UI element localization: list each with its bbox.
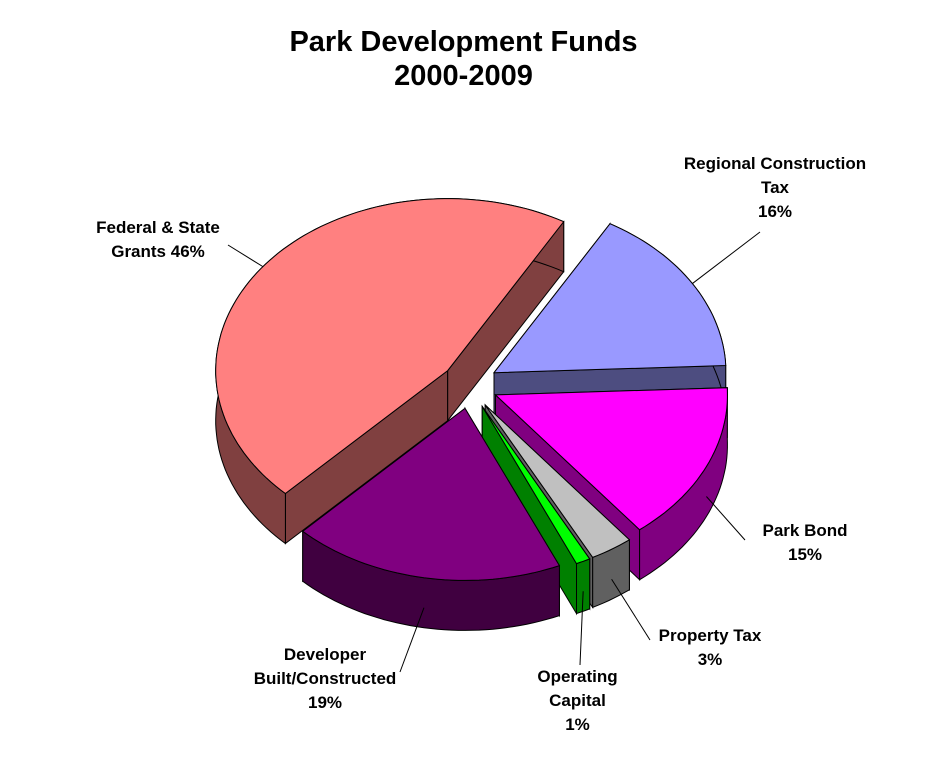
value-label: 1%: [565, 715, 590, 734]
category-label: Federal & State Grants: [96, 218, 220, 261]
category-label: Regional Construction Tax: [683, 154, 867, 197]
chart-title: Park Development Funds: [289, 26, 638, 58]
category-label: Developer Built/Constructed: [253, 645, 397, 688]
slice-top: [481, 406, 591, 565]
slice-label: Park Bond 15%: [735, 519, 875, 567]
slice: [301, 406, 561, 631]
chart-subtitle: 2000-2009: [394, 60, 533, 92]
slice-label: Developer Built/Constructed 19%: [240, 643, 410, 715]
value-label: 46%: [170, 242, 205, 261]
leader-line: [399, 607, 425, 673]
slice-label: Operating Capital 1%: [530, 665, 625, 737]
slice-top: [494, 387, 728, 531]
slice-top: [301, 407, 561, 581]
value-label: 16%: [757, 202, 793, 221]
slice-label: Property Tax 3%: [640, 624, 780, 672]
leader-line: [579, 591, 584, 666]
slice-top: [492, 223, 727, 374]
slice-top: [215, 198, 565, 495]
leader-line: [227, 244, 264, 268]
leader-line: [692, 231, 761, 284]
value-label: 3%: [697, 650, 723, 669]
category-label: Operating Capital: [537, 667, 618, 710]
slice: [492, 222, 727, 425]
slice-top: [484, 404, 631, 559]
category-label: Park Bond: [762, 521, 848, 540]
slice-wall: [576, 558, 591, 615]
category-label: Property Tax: [658, 626, 762, 645]
leader-line: [611, 578, 651, 641]
slice-label: Federal & State Grants 46%: [88, 216, 228, 264]
slice-label: Regional Construction Tax 16%: [680, 152, 870, 224]
leader-line: [706, 496, 746, 541]
slice: [215, 198, 565, 545]
value-label: 15%: [787, 545, 823, 564]
value-label: 19%: [307, 693, 343, 712]
